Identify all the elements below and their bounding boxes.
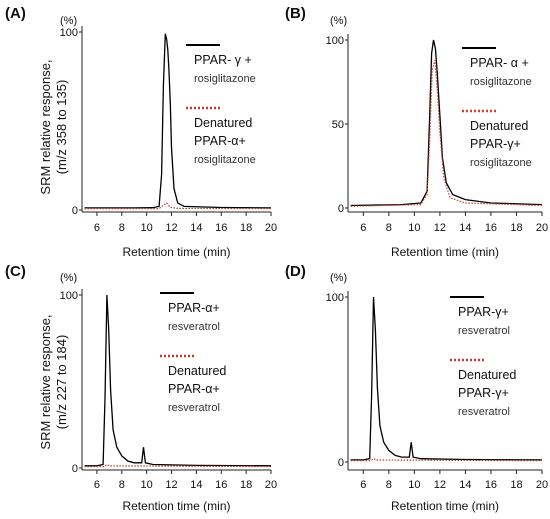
x-axis-title: Retention time (min) — [391, 499, 499, 513]
x-tick-label: 6 — [94, 222, 100, 234]
legend-label: PPAR- α + — [470, 56, 529, 70]
x-tick-label: 8 — [119, 479, 125, 491]
x-tick-label: 10 — [141, 479, 153, 491]
x-tick-label: 20 — [265, 222, 277, 234]
chart-panel: (D) (%) 0 100 6 8 10 12 14 16 18 20 Retention time (… — [285, 263, 548, 513]
legend-label: PPAR-α+ — [194, 134, 246, 148]
y-unit-label: (%) — [330, 272, 347, 284]
x-tick-label: 18 — [240, 222, 252, 234]
panel-letter: (D) — [285, 263, 306, 280]
x-tick-label: 12 — [165, 222, 177, 234]
x-tick-label: 14 — [459, 479, 471, 491]
legend-label: PPAR-α+ — [168, 382, 220, 396]
y-axis-title-top-line2: (m/z 358 to 135) — [54, 80, 69, 175]
x-tick-label: 12 — [434, 222, 446, 234]
legend-label: PPAR-α+ — [168, 301, 220, 315]
legend-label: PPAR-γ+ — [458, 386, 509, 400]
x-tick-label: 14 — [459, 222, 471, 234]
x-tick-label: 20 — [536, 222, 548, 234]
y-tick-label: 50 — [332, 119, 344, 131]
legend: PPAR- α + rosiglitazone Denatured PPAR-γ+ ro… — [462, 47, 532, 169]
legend-label: Denatured — [470, 119, 528, 133]
legend-label: rosiglitazone — [194, 73, 256, 85]
x-axis-title: Retention time (min) — [122, 245, 230, 259]
panel-letter: (C) — [5, 263, 26, 280]
x-tick-label: 18 — [510, 479, 522, 491]
y-tick-label: 100 — [326, 35, 344, 47]
x-tick-label: 16 — [215, 479, 227, 491]
panel-letter: (A) — [5, 5, 26, 22]
legend: PPAR-γ+ resveratrol Denatured PPAR-γ+ resver… — [450, 296, 516, 418]
x-tick-label: 6 — [360, 479, 366, 491]
y-unit-label: (%) — [330, 15, 347, 27]
legend-label: PPAR-γ+ — [458, 305, 509, 319]
series-line-denatured — [350, 60, 543, 207]
y-unit-label: (%) — [60, 272, 77, 284]
x-tick-label: 12 — [165, 479, 177, 491]
series-line-denatured — [84, 463, 272, 468]
legend-label: rosiglitazone — [470, 76, 532, 88]
y-tick-label: 0 — [338, 203, 344, 215]
y-tick-label: 0 — [338, 457, 344, 469]
x-tick-label: 10 — [408, 222, 420, 234]
series-line-active — [350, 39, 543, 207]
series-line-active — [350, 296, 543, 461]
x-axis-title: Retention time (min) — [122, 499, 230, 513]
x-tick-label: 20 — [265, 479, 277, 491]
legend-label: resveratrol — [168, 402, 220, 414]
x-tick-label: 10 — [408, 479, 420, 491]
x-tick-label: 16 — [485, 479, 497, 491]
legend-label: PPAR- γ + — [194, 53, 252, 67]
x-tick-label: 8 — [386, 222, 392, 234]
x-tick-label: 14 — [190, 479, 202, 491]
y-tick-label: 0 — [72, 205, 78, 217]
legend-label: Denatured — [458, 368, 516, 382]
series-line-denatured — [350, 457, 543, 462]
x-tick-label: 20 — [536, 479, 548, 491]
legend-label: Denatured — [194, 116, 252, 130]
legend-label: resveratrol — [458, 325, 510, 337]
legend-label: resveratrol — [458, 406, 510, 418]
y-tick-label: 100 — [60, 27, 78, 39]
y-axis-title-top-line1: SRM relative response, — [38, 59, 53, 194]
y-axis-title-top: SRM relative response, (m/z 358 to 135) — [38, 59, 69, 194]
x-tick-label: 18 — [510, 222, 522, 234]
legend-label: rosiglitazone — [194, 154, 256, 166]
y-tick-label: 0 — [72, 463, 78, 475]
legend-label: Denatured — [168, 364, 226, 378]
x-tick-label: 8 — [119, 222, 125, 234]
legend: PPAR- γ + rosiglitazone Denatured PPAR-α+ ro… — [186, 44, 256, 166]
x-tick-label: 6 — [360, 222, 366, 234]
x-tick-label: 10 — [141, 222, 153, 234]
chart-panel: (C) (%) 0 100 6 8 10 12 14 16 18 20 Retention time (… — [5, 263, 277, 513]
x-tick-label: 14 — [190, 222, 202, 234]
y-tick-label: 100 — [326, 292, 344, 304]
y-unit-label: (%) — [60, 15, 77, 27]
x-axis-title: Retention time (min) — [391, 245, 499, 259]
y-axis-title-bottom-line2: (m/z 227 to 184) — [54, 335, 69, 430]
x-tick-label: 16 — [215, 222, 227, 234]
panel-letter: (B) — [285, 5, 306, 22]
y-axis-title-bottom-line1: SRM relative response, — [38, 314, 53, 449]
chart-panel: (B) (%) 0 50 100 6 8 10 12 14 16 18 20 Retention time… — [285, 5, 548, 259]
y-tick-label: 100 — [60, 290, 78, 302]
legend-label: resveratrol — [168, 321, 220, 333]
y-axis-title-bottom: SRM relative response, (m/z 227 to 184) — [38, 314, 69, 449]
chart-panel: (A) (%) 0 100 6 8 10 12 14 16 18 20 Retention time (… — [5, 5, 277, 259]
x-tick-label: 12 — [434, 479, 446, 491]
series-line-denatured — [84, 202, 272, 210]
x-tick-label: 8 — [386, 479, 392, 491]
legend: PPAR-α+ resveratrol Denatured PPAR-α+ resver… — [160, 292, 226, 414]
x-tick-label: 18 — [240, 479, 252, 491]
x-tick-label: 16 — [485, 222, 497, 234]
legend-label: rosiglitazone — [470, 157, 532, 169]
series-line-active — [84, 33, 272, 209]
series-line-active — [84, 294, 272, 467]
x-tick-label: 6 — [94, 479, 100, 491]
legend-label: PPAR-γ+ — [470, 137, 521, 151]
